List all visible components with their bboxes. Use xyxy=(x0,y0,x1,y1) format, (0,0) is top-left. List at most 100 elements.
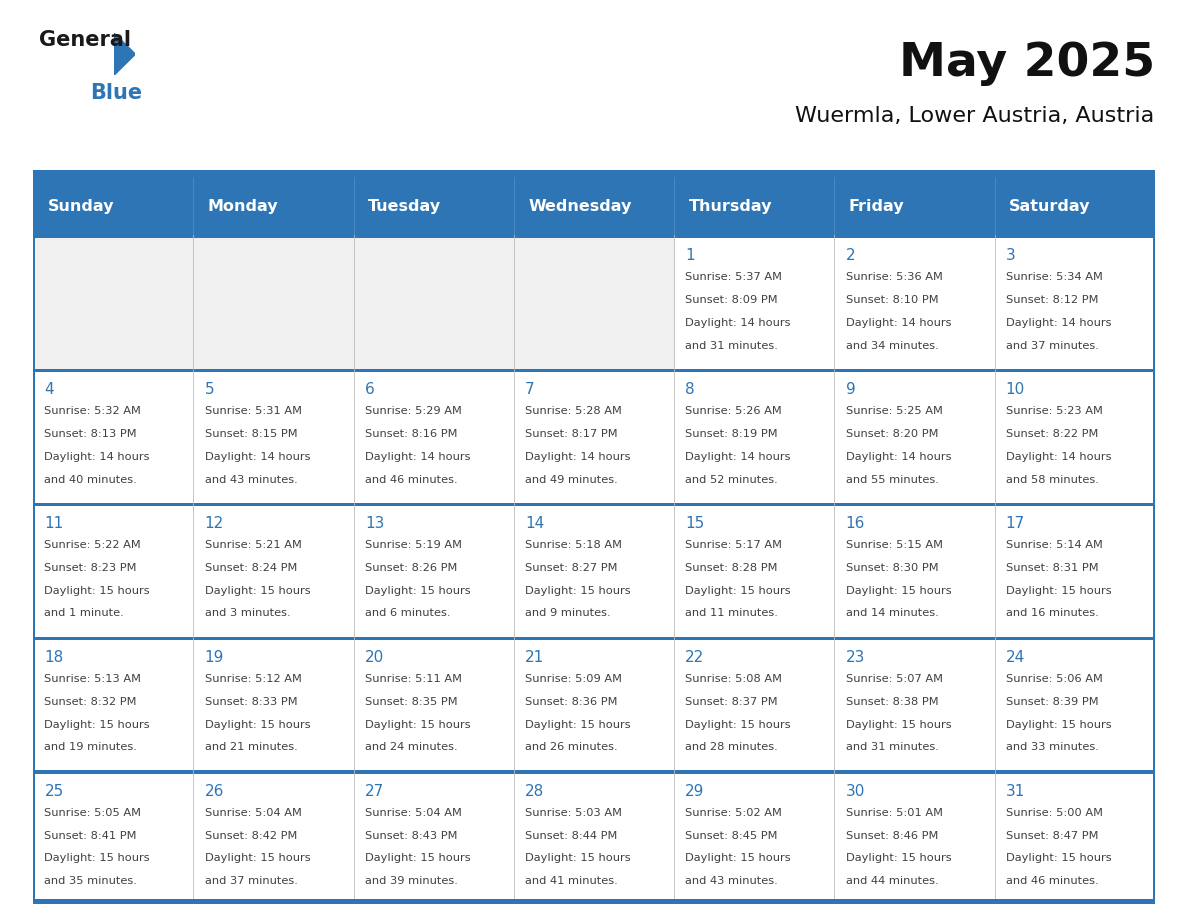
Bar xyxy=(194,235,354,369)
Text: Daylight: 14 hours: Daylight: 14 hours xyxy=(685,318,791,328)
Text: Sunrise: 5:31 AM: Sunrise: 5:31 AM xyxy=(204,407,302,417)
Bar xyxy=(33,770,36,904)
Text: 9: 9 xyxy=(846,382,855,397)
Bar xyxy=(994,503,1155,636)
Bar xyxy=(354,770,514,904)
Bar xyxy=(194,636,354,770)
Bar xyxy=(354,503,514,636)
Text: 29: 29 xyxy=(685,784,704,799)
Text: Daylight: 14 hours: Daylight: 14 hours xyxy=(44,452,150,462)
Text: Daylight: 14 hours: Daylight: 14 hours xyxy=(846,452,952,462)
Text: Sunrise: 5:37 AM: Sunrise: 5:37 AM xyxy=(685,273,783,283)
Text: and 46 minutes.: and 46 minutes. xyxy=(365,475,457,485)
Text: 20: 20 xyxy=(365,650,384,665)
Bar xyxy=(514,503,674,636)
Text: Daylight: 15 hours: Daylight: 15 hours xyxy=(204,854,310,863)
Bar xyxy=(514,636,674,770)
Text: Sunset: 8:09 PM: Sunset: 8:09 PM xyxy=(685,296,778,306)
Text: Sunset: 8:44 PM: Sunset: 8:44 PM xyxy=(525,831,618,841)
Text: Sunrise: 5:26 AM: Sunrise: 5:26 AM xyxy=(685,407,782,417)
Text: Daylight: 15 hours: Daylight: 15 hours xyxy=(1006,586,1111,596)
Text: and 3 minutes.: and 3 minutes. xyxy=(204,609,290,619)
Text: and 28 minutes.: and 28 minutes. xyxy=(685,743,778,752)
Text: Daylight: 15 hours: Daylight: 15 hours xyxy=(525,720,631,730)
Text: Sunset: 8:30 PM: Sunset: 8:30 PM xyxy=(846,563,939,573)
Text: 4: 4 xyxy=(44,382,55,397)
Text: Daylight: 14 hours: Daylight: 14 hours xyxy=(204,452,310,462)
Text: Sunset: 8:43 PM: Sunset: 8:43 PM xyxy=(365,831,457,841)
Text: Tuesday: Tuesday xyxy=(368,198,441,214)
Text: 8: 8 xyxy=(685,382,695,397)
Text: and 43 minutes.: and 43 minutes. xyxy=(204,475,297,485)
Bar xyxy=(33,503,1155,506)
Text: Sunset: 8:10 PM: Sunset: 8:10 PM xyxy=(846,296,939,306)
Bar xyxy=(834,235,994,369)
Text: Sunrise: 5:01 AM: Sunrise: 5:01 AM xyxy=(846,808,942,818)
Text: Blue: Blue xyxy=(90,83,143,103)
Text: Sunset: 8:24 PM: Sunset: 8:24 PM xyxy=(204,563,297,573)
Text: Sunrise: 5:15 AM: Sunrise: 5:15 AM xyxy=(846,540,942,550)
Bar xyxy=(994,770,1155,904)
Text: Sunrise: 5:04 AM: Sunrise: 5:04 AM xyxy=(204,808,302,818)
Bar xyxy=(33,636,36,770)
Text: Daylight: 15 hours: Daylight: 15 hours xyxy=(846,720,952,730)
Polygon shape xyxy=(114,33,135,75)
Text: Daylight: 15 hours: Daylight: 15 hours xyxy=(44,586,150,596)
Text: Daylight: 14 hours: Daylight: 14 hours xyxy=(685,452,791,462)
Text: Sunday: Sunday xyxy=(48,198,114,214)
Text: Daylight: 15 hours: Daylight: 15 hours xyxy=(846,854,952,863)
Text: Daylight: 15 hours: Daylight: 15 hours xyxy=(204,720,310,730)
Text: Sunrise: 5:25 AM: Sunrise: 5:25 AM xyxy=(846,407,942,417)
Text: Daylight: 15 hours: Daylight: 15 hours xyxy=(685,854,791,863)
Text: and 44 minutes.: and 44 minutes. xyxy=(846,876,939,886)
Text: 12: 12 xyxy=(204,516,225,532)
Text: Sunset: 8:19 PM: Sunset: 8:19 PM xyxy=(685,429,778,439)
Text: Sunrise: 5:17 AM: Sunrise: 5:17 AM xyxy=(685,540,783,550)
Bar xyxy=(194,503,354,636)
Text: and 11 minutes.: and 11 minutes. xyxy=(685,609,778,619)
Text: Sunrise: 5:29 AM: Sunrise: 5:29 AM xyxy=(365,407,462,417)
Text: Daylight: 15 hours: Daylight: 15 hours xyxy=(44,720,150,730)
Bar xyxy=(834,503,994,636)
Text: Friday: Friday xyxy=(848,198,904,214)
Text: Saturday: Saturday xyxy=(1009,198,1091,214)
Bar xyxy=(354,369,514,503)
Text: Sunset: 8:31 PM: Sunset: 8:31 PM xyxy=(1006,563,1099,573)
Bar xyxy=(994,369,1155,503)
Text: Sunset: 8:32 PM: Sunset: 8:32 PM xyxy=(44,697,137,707)
Bar xyxy=(1152,636,1155,770)
Text: Thursday: Thursday xyxy=(689,198,772,214)
Text: Sunset: 8:35 PM: Sunset: 8:35 PM xyxy=(365,697,457,707)
Text: Sunrise: 5:28 AM: Sunrise: 5:28 AM xyxy=(525,407,623,417)
Text: Wednesday: Wednesday xyxy=(529,198,632,214)
Text: and 40 minutes.: and 40 minutes. xyxy=(44,475,138,485)
Bar xyxy=(514,235,674,369)
Text: Sunset: 8:47 PM: Sunset: 8:47 PM xyxy=(1006,831,1098,841)
Bar xyxy=(1152,503,1155,636)
Text: 24: 24 xyxy=(1006,650,1025,665)
Text: Sunset: 8:20 PM: Sunset: 8:20 PM xyxy=(846,429,939,439)
Bar xyxy=(33,235,1155,239)
Text: and 16 minutes.: and 16 minutes. xyxy=(1006,609,1099,619)
Bar xyxy=(674,770,834,904)
Bar xyxy=(33,636,1155,640)
Text: Daylight: 14 hours: Daylight: 14 hours xyxy=(1006,452,1111,462)
Text: and 37 minutes.: and 37 minutes. xyxy=(204,876,297,886)
Text: Sunrise: 5:21 AM: Sunrise: 5:21 AM xyxy=(204,540,302,550)
Text: 11: 11 xyxy=(44,516,64,532)
Text: 18: 18 xyxy=(44,650,64,665)
Text: Sunset: 8:39 PM: Sunset: 8:39 PM xyxy=(1006,697,1099,707)
Text: and 46 minutes.: and 46 minutes. xyxy=(1006,876,1099,886)
Text: Wuermla, Lower Austria, Austria: Wuermla, Lower Austria, Austria xyxy=(796,106,1155,126)
Bar xyxy=(674,636,834,770)
Text: and 31 minutes.: and 31 minutes. xyxy=(685,341,778,351)
Bar xyxy=(33,770,194,904)
Bar xyxy=(33,369,194,503)
Text: Sunrise: 5:07 AM: Sunrise: 5:07 AM xyxy=(846,674,942,684)
Bar xyxy=(674,369,834,503)
Text: 1: 1 xyxy=(685,249,695,263)
Bar xyxy=(33,636,194,770)
Text: and 19 minutes.: and 19 minutes. xyxy=(44,743,138,752)
Text: Daylight: 14 hours: Daylight: 14 hours xyxy=(525,452,631,462)
Text: Sunrise: 5:13 AM: Sunrise: 5:13 AM xyxy=(44,674,141,684)
